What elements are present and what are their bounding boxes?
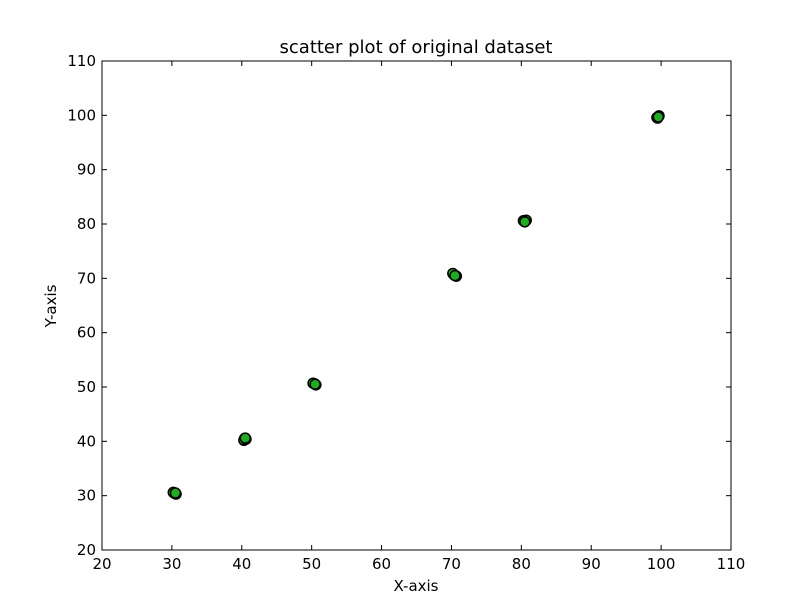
data-point — [239, 432, 252, 444]
data-point — [519, 216, 531, 228]
y-tick-label: 30 — [77, 487, 96, 505]
x-tick-label: 110 — [717, 555, 746, 573]
data-point — [652, 111, 665, 123]
x-axis-label: X-axis — [394, 577, 439, 595]
y-tick-label: 110 — [67, 52, 96, 70]
x-tick-label: 30 — [162, 555, 181, 573]
y-tick-label: 70 — [77, 269, 96, 287]
x-tick-label: 90 — [582, 555, 601, 573]
y-axis-label: Y-axis — [42, 284, 60, 328]
x-tick-label: 80 — [512, 555, 531, 573]
y-tick-label: 40 — [77, 432, 96, 450]
y-tick-label: 50 — [77, 378, 96, 396]
y-axis-ticks: 20 30 40 50 60 70 80 90 100 110 — [67, 52, 731, 559]
x-axis-ticks: 20 30 40 50 60 70 80 90 100 110 — [92, 61, 745, 573]
plot-area-frame — [101, 60, 732, 551]
x-tick-label: 60 — [372, 555, 391, 573]
y-tick-label: 60 — [77, 324, 96, 342]
x-tick-label: 70 — [442, 555, 461, 573]
x-tick-label: 50 — [302, 555, 321, 573]
y-tick-label: 90 — [77, 161, 96, 179]
x-tick-label: 20 — [92, 555, 111, 573]
data-point — [449, 269, 461, 282]
data-point — [169, 487, 182, 499]
data-point — [309, 378, 321, 391]
x-tick-label: 40 — [232, 555, 251, 573]
data-points — [167, 110, 665, 500]
y-tick-label: 100 — [67, 106, 96, 124]
x-tick-label: 100 — [647, 555, 676, 573]
y-tick-label: 80 — [77, 215, 96, 233]
y-tick-label: 20 — [77, 541, 96, 559]
chart-title: scatter plot of original dataset — [280, 37, 553, 58]
